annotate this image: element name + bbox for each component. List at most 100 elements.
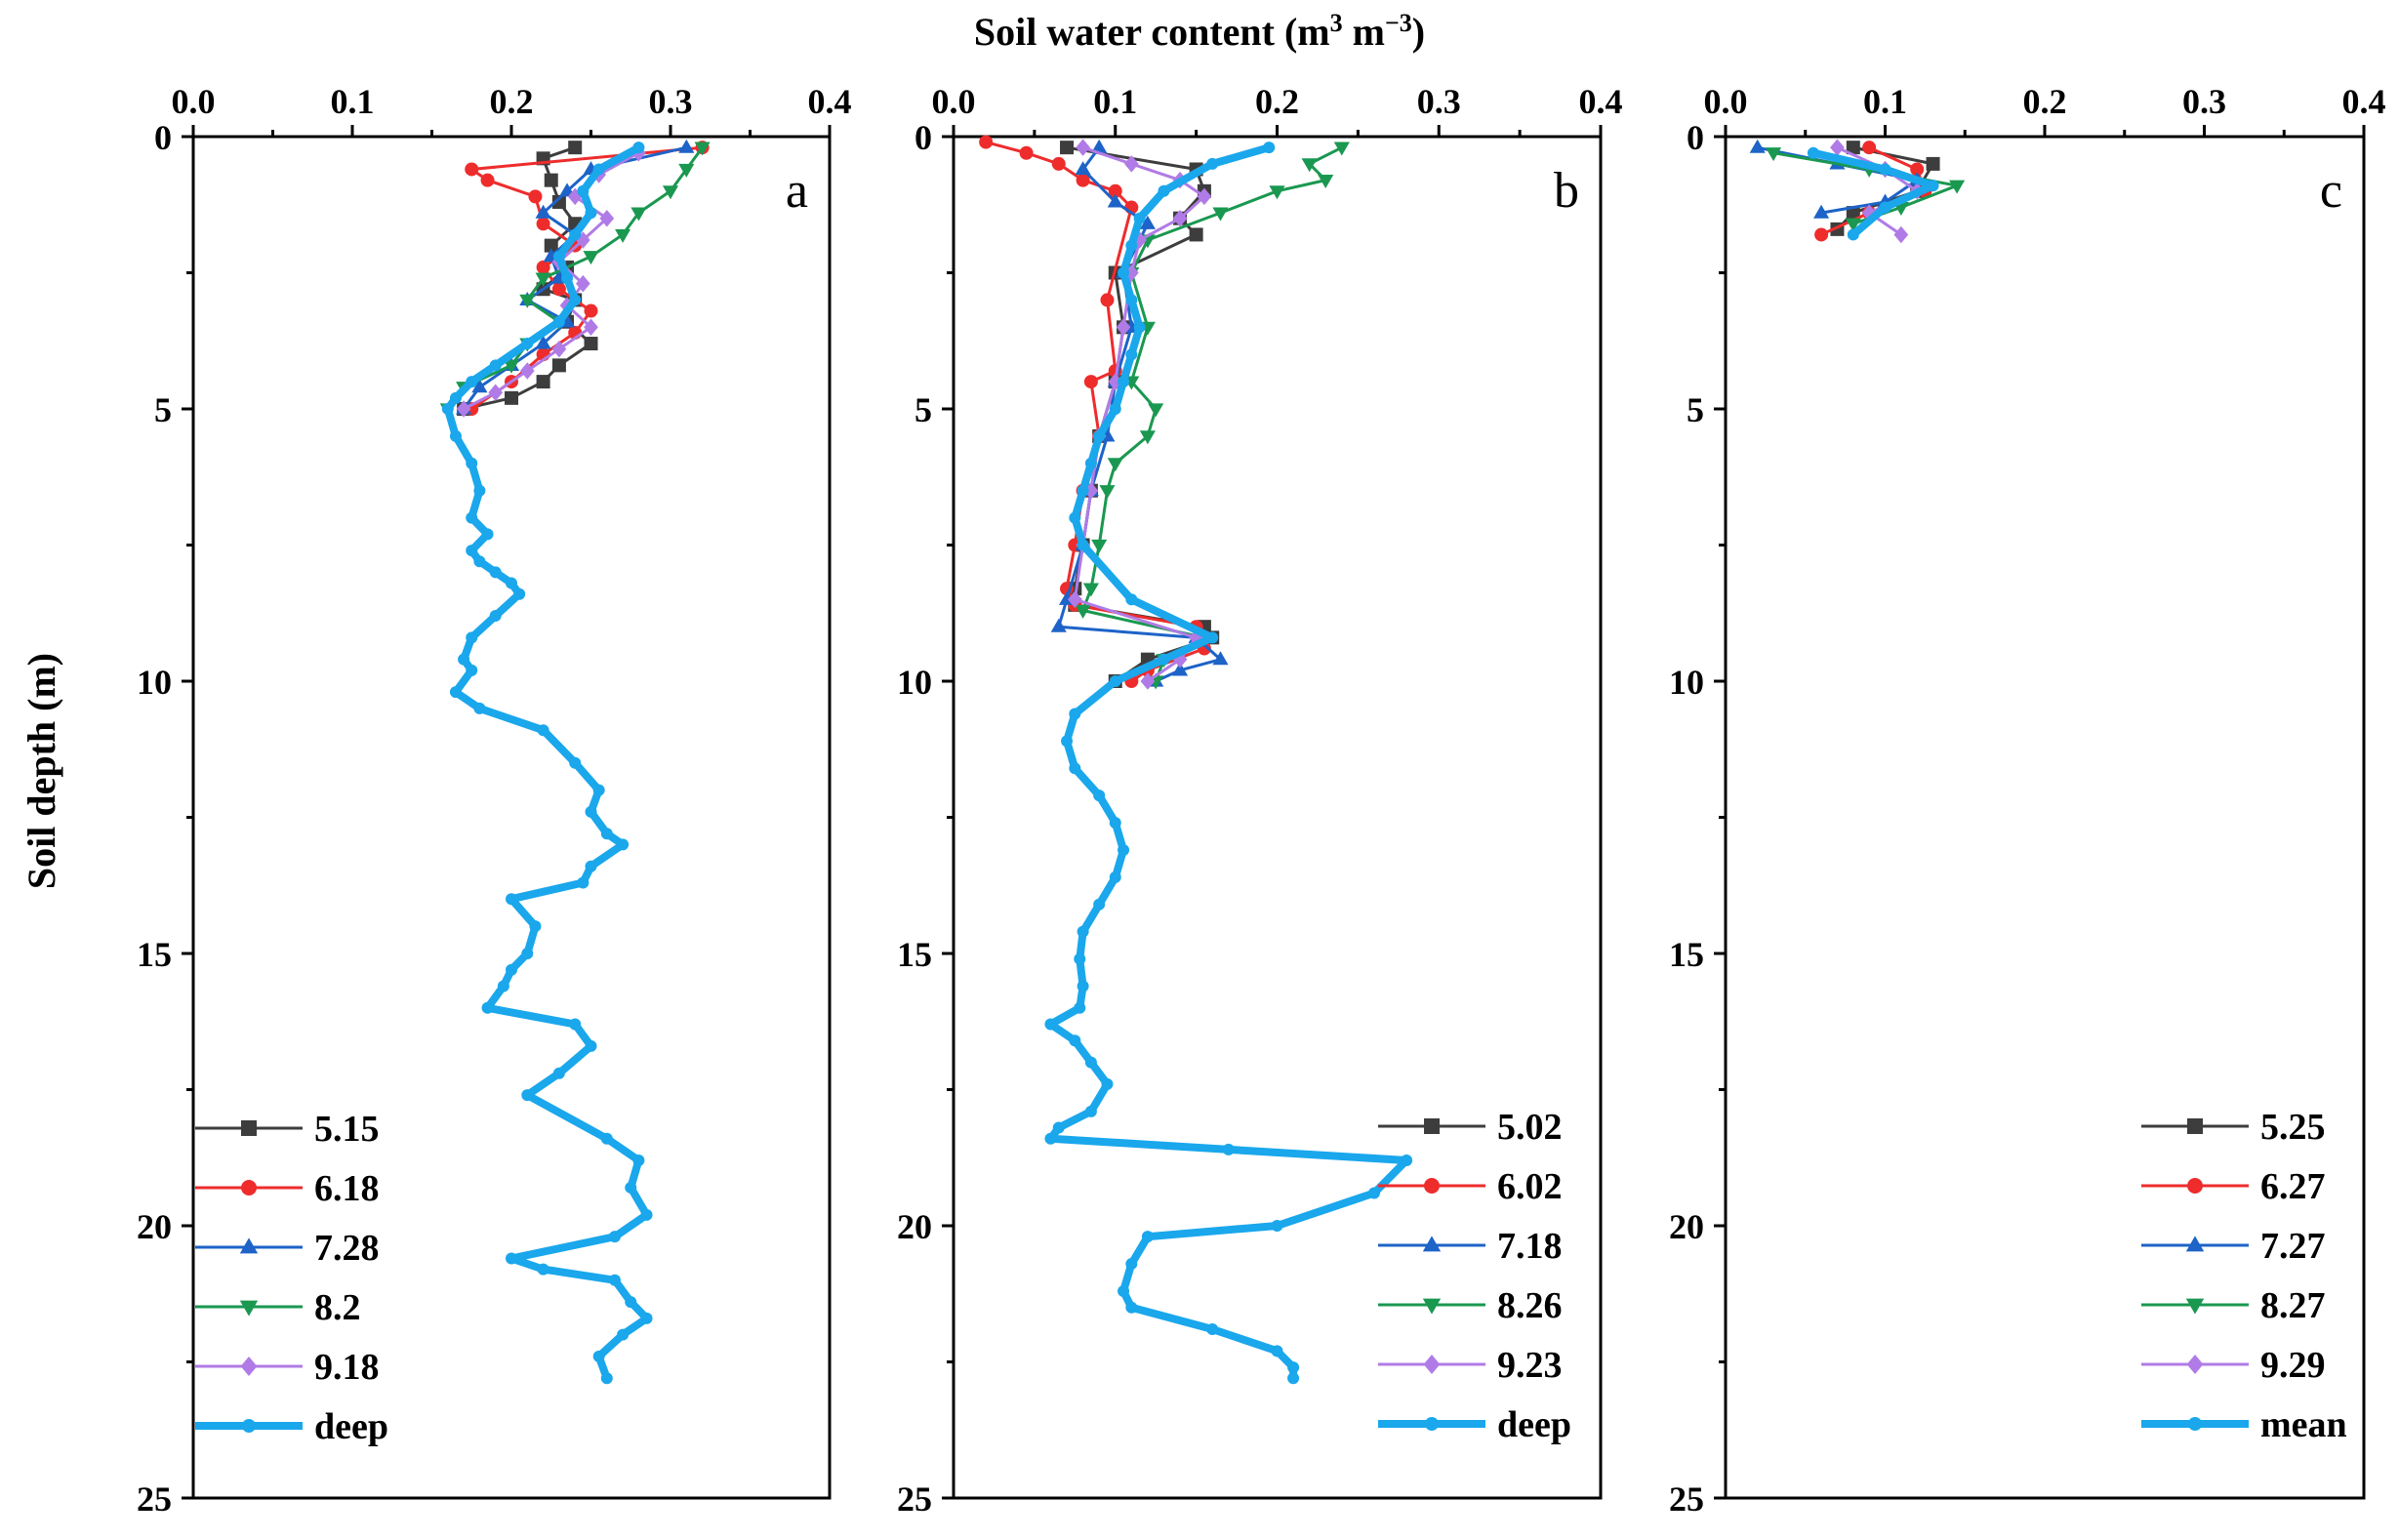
series-deep [1044, 142, 1413, 1385]
data-point [1074, 952, 1086, 965]
data-point [1158, 184, 1170, 197]
data-point [1845, 218, 1861, 232]
data-point [1148, 403, 1164, 418]
legend-marker [1422, 1298, 1442, 1315]
data-point [569, 756, 582, 769]
data-point [536, 260, 550, 274]
data-point [608, 1231, 621, 1243]
data-point [1949, 180, 1966, 194]
data-point [1069, 1034, 1081, 1047]
legend-label: 8.2 [314, 1287, 361, 1328]
x-tick-label: 0.4 [1579, 82, 1623, 121]
legend-item: deep [1378, 1404, 1571, 1445]
data-point [1083, 375, 1098, 389]
data-point [473, 555, 486, 568]
data-point [1125, 1258, 1138, 1271]
data-point [1109, 817, 1121, 830]
legend-item: 6.18 [195, 1168, 380, 1209]
data-point [480, 173, 495, 187]
data-point [1091, 539, 1108, 553]
data-point [1076, 139, 1090, 156]
data-point [640, 1312, 653, 1324]
data-point [630, 207, 647, 222]
y-tick-label: 10 [897, 663, 932, 702]
legend-item: 7.18 [1378, 1226, 1563, 1267]
data-point [1172, 209, 1188, 227]
x-tick-label: 0.1 [1093, 82, 1137, 121]
data-point [1189, 227, 1203, 242]
legend-label: 5.15 [314, 1109, 380, 1150]
data-point [552, 1067, 565, 1079]
data-point [1084, 457, 1097, 469]
legend-item: 5.15 [195, 1109, 380, 1150]
data-point [481, 528, 494, 541]
legend-label: 9.23 [1497, 1345, 1563, 1386]
legend-item: 5.02 [1378, 1107, 1563, 1148]
x-tick-label: 0.3 [649, 82, 693, 121]
chart-panel-a: 0.0 0.1 0.2 0.3 0.4 0 5 10 15 20 25 a 5.15 6.18 7.28 8.… [137, 82, 852, 1519]
data-point [466, 376, 478, 388]
data-point [466, 631, 478, 644]
data-point [1093, 790, 1106, 802]
legend-label: 7.27 [2260, 1226, 2326, 1267]
series-line [443, 143, 651, 1380]
data-point [576, 274, 590, 293]
data-point [1287, 1361, 1300, 1374]
legend-item: 9.23 [1378, 1345, 1563, 1386]
panel-letter: c [2320, 163, 2342, 219]
x-tick-label: 0.4 [808, 82, 852, 121]
data-point [584, 318, 598, 337]
series-line [1057, 146, 1222, 683]
legend-item: mean [2141, 1404, 2347, 1445]
legend-marker [2185, 1236, 2205, 1252]
legend-marker [240, 1357, 258, 1376]
data-point [513, 588, 526, 600]
data-point [521, 948, 534, 959]
data-point [1118, 843, 1130, 856]
data-point [506, 893, 517, 906]
data-point [465, 162, 479, 177]
data-point [1125, 348, 1138, 361]
data-point [481, 1001, 494, 1014]
data-point [1206, 1323, 1219, 1336]
data-point [1766, 147, 1782, 162]
data-point [583, 251, 599, 265]
data-point [535, 272, 551, 287]
y-tick-label: 5 [154, 390, 172, 429]
data-point [1044, 1132, 1057, 1145]
data-point [615, 228, 631, 243]
data-point [466, 511, 478, 524]
data-point [569, 228, 582, 241]
legend-item: 6.02 [1378, 1166, 1563, 1207]
legend-label: 7.18 [1497, 1226, 1563, 1267]
data-point [551, 194, 566, 209]
legend-marker [2188, 1417, 2202, 1431]
x-tick-label: 0.2 [2023, 82, 2067, 121]
data-point [488, 384, 504, 402]
legend-marker [1424, 1118, 1440, 1134]
chart-panel-b: 0.0 0.1 0.2 0.3 0.4 0 5 10 15 20 25 b 5.02 6.02 7.18 8.… [897, 82, 1623, 1519]
data-point [1118, 266, 1130, 279]
legend-label: 6.02 [1497, 1166, 1563, 1207]
legend-marker [239, 1237, 259, 1254]
data-point [1139, 215, 1156, 229]
x-axis-title: Soil water content (m3 m−3) [974, 9, 1425, 54]
legend-marker [2187, 1178, 2203, 1194]
x-tick-label: 0.1 [1863, 82, 1907, 121]
data-point [608, 1274, 621, 1286]
data-point [592, 163, 605, 176]
data-point [1050, 618, 1067, 632]
data-point [569, 1018, 582, 1031]
data-point [1140, 672, 1156, 690]
data-point [497, 980, 509, 993]
data-point [1910, 162, 1925, 177]
data-point [1926, 156, 1940, 171]
data-point [1074, 1001, 1086, 1014]
y-tick-label: 0 [915, 118, 932, 157]
series-line [1046, 143, 1411, 1379]
data-point [1060, 141, 1075, 155]
data-point [1108, 373, 1123, 390]
data-point [466, 457, 478, 469]
legend-item: 9.18 [195, 1347, 380, 1388]
data-point [599, 209, 615, 227]
